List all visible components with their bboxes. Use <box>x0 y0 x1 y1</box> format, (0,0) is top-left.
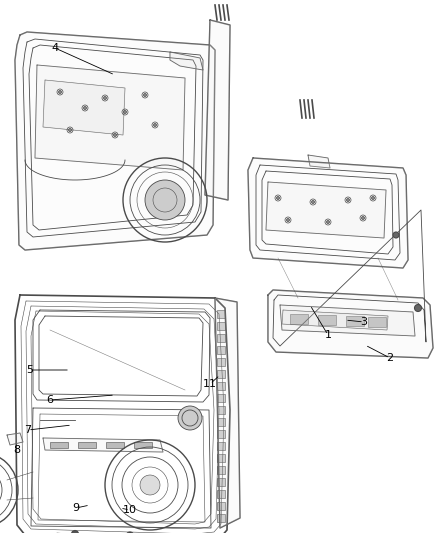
Polygon shape <box>248 158 408 268</box>
Polygon shape <box>205 20 230 200</box>
Polygon shape <box>43 80 125 135</box>
Ellipse shape <box>414 304 421 311</box>
Polygon shape <box>170 52 203 70</box>
Bar <box>217 514 225 522</box>
Bar <box>217 394 225 402</box>
Bar <box>217 502 225 510</box>
Ellipse shape <box>286 219 290 222</box>
Text: 3: 3 <box>360 317 367 327</box>
Bar <box>217 418 225 426</box>
Bar <box>217 322 225 330</box>
Bar <box>78 442 96 448</box>
Bar <box>134 442 152 448</box>
Ellipse shape <box>59 91 61 93</box>
Bar <box>318 315 336 325</box>
Polygon shape <box>308 155 330 168</box>
Ellipse shape <box>393 232 399 238</box>
Ellipse shape <box>126 532 134 533</box>
Polygon shape <box>280 305 415 336</box>
Polygon shape <box>215 298 240 528</box>
Text: 7: 7 <box>25 425 32 435</box>
Polygon shape <box>43 438 163 452</box>
Bar <box>368 317 386 327</box>
Text: 9: 9 <box>72 503 80 513</box>
Bar <box>217 370 225 378</box>
Bar <box>217 346 225 354</box>
Ellipse shape <box>124 110 127 114</box>
Bar <box>217 466 225 474</box>
Ellipse shape <box>144 93 146 96</box>
Bar <box>217 430 225 438</box>
Ellipse shape <box>103 96 106 100</box>
Text: 1: 1 <box>325 330 332 340</box>
Text: 8: 8 <box>14 445 21 455</box>
Polygon shape <box>7 433 23 445</box>
Polygon shape <box>35 65 185 170</box>
Bar <box>217 490 225 498</box>
Text: 11: 11 <box>203 379 217 389</box>
Bar <box>217 406 225 414</box>
Ellipse shape <box>153 124 156 126</box>
Bar <box>217 478 225 486</box>
Ellipse shape <box>68 128 71 132</box>
Ellipse shape <box>145 180 185 220</box>
Ellipse shape <box>361 216 364 220</box>
Text: 4: 4 <box>51 43 59 53</box>
Bar <box>217 442 225 450</box>
Ellipse shape <box>178 406 202 430</box>
Bar <box>217 382 225 390</box>
Text: 2: 2 <box>386 353 394 363</box>
Ellipse shape <box>84 107 86 109</box>
Ellipse shape <box>276 197 279 199</box>
Polygon shape <box>268 290 433 358</box>
Text: 10: 10 <box>123 505 137 515</box>
Ellipse shape <box>113 133 117 136</box>
Ellipse shape <box>311 200 314 204</box>
Polygon shape <box>282 310 388 330</box>
Text: 6: 6 <box>46 395 53 405</box>
Ellipse shape <box>71 530 78 533</box>
Ellipse shape <box>371 197 374 199</box>
Bar <box>346 316 364 326</box>
Text: 5: 5 <box>27 365 33 375</box>
Bar <box>217 334 225 342</box>
Ellipse shape <box>140 475 160 495</box>
Bar <box>217 358 225 366</box>
Ellipse shape <box>326 221 329 223</box>
Ellipse shape <box>346 198 350 201</box>
Bar <box>217 310 225 318</box>
Bar <box>106 442 124 448</box>
Polygon shape <box>15 32 215 250</box>
Bar <box>50 442 68 448</box>
Bar <box>217 454 225 462</box>
Polygon shape <box>266 182 386 238</box>
Bar <box>290 314 308 324</box>
